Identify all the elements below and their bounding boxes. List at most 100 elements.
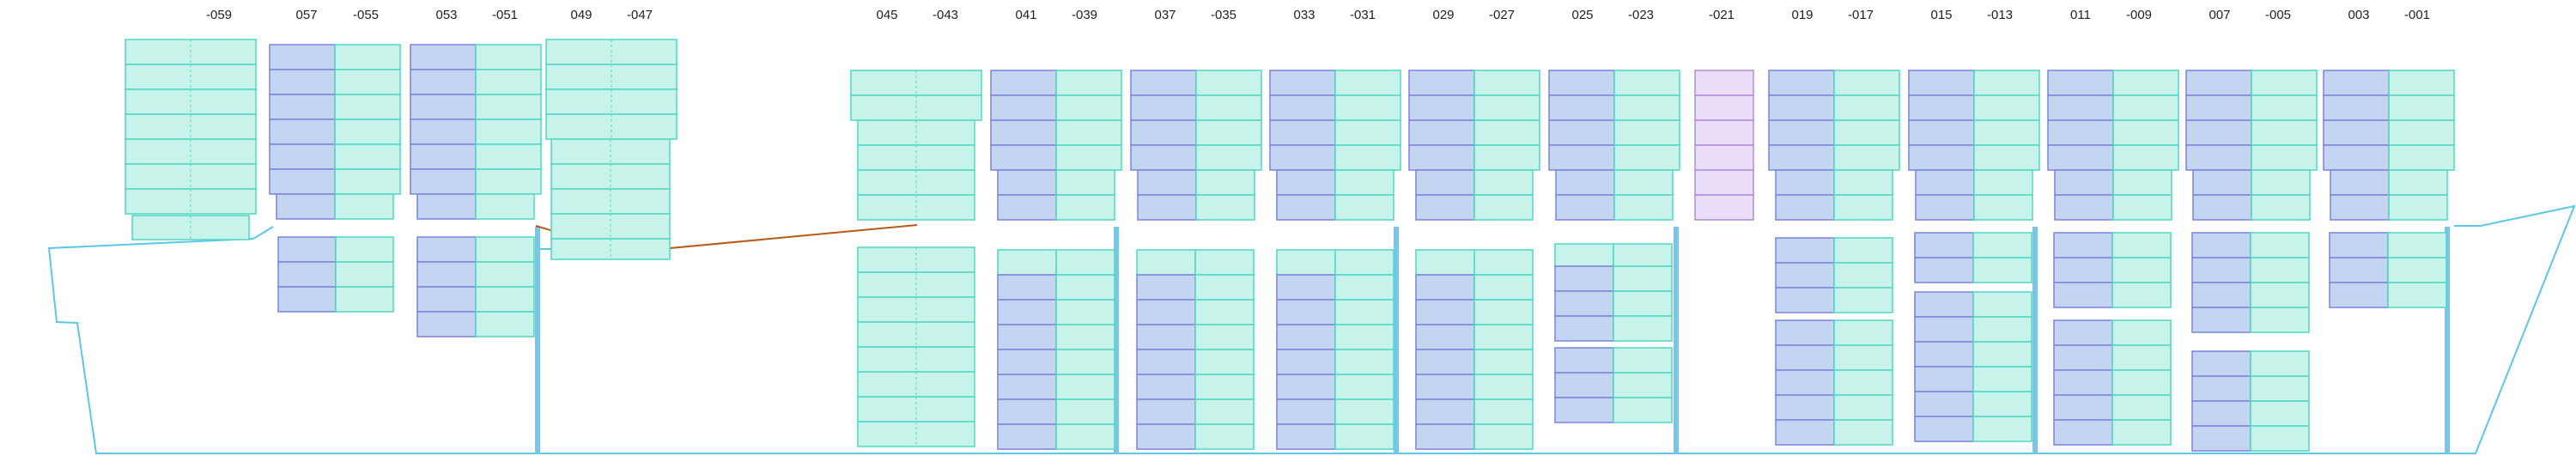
container-stack <box>277 236 394 313</box>
container-slot <box>1194 299 1255 325</box>
container-slot <box>1194 398 1255 425</box>
bay-label: 015 <box>1930 8 1952 22</box>
container-slot <box>2250 257 2310 283</box>
container-slot <box>1613 70 1680 96</box>
container-slot <box>2251 70 2318 96</box>
container-slot <box>2323 119 2390 146</box>
container-slot <box>334 168 401 195</box>
container-slot <box>1973 169 2033 196</box>
container-stack <box>1276 249 1394 450</box>
container-slot <box>2054 169 2114 196</box>
container-slot <box>2053 319 2113 346</box>
container-stack <box>416 236 535 337</box>
container-slot <box>2250 282 2310 308</box>
container-stack <box>857 119 975 221</box>
container-slot <box>475 69 542 95</box>
container-slot <box>1473 324 1534 350</box>
container-slot <box>1269 144 1336 171</box>
container-slot <box>1833 144 1900 171</box>
container-slot <box>2112 169 2172 196</box>
container-slot <box>276 193 336 220</box>
container-slot <box>1775 344 1835 371</box>
container-stack <box>2047 70 2179 171</box>
container-slot <box>2250 232 2310 258</box>
bay-label: -009 <box>2126 8 2152 22</box>
container-stack <box>2330 169 2448 221</box>
container-slot <box>1613 194 1674 221</box>
container-slot <box>1334 349 1394 375</box>
container-slot <box>2112 194 2172 221</box>
bay-label: 057 <box>295 8 317 22</box>
container-slot <box>1055 423 1115 450</box>
container-slot <box>990 144 1057 171</box>
container-slot <box>1130 119 1197 146</box>
container-slot <box>2251 119 2318 146</box>
container-slot <box>334 69 401 95</box>
container-slot <box>1408 70 1475 96</box>
container-slot <box>1768 119 1835 146</box>
container-slot <box>997 423 1057 450</box>
container-slot <box>2047 119 2114 146</box>
bay-label-row: -059 057 -055 053 -051 049 -047 045 -043 041 -039 0… <box>206 8 2430 22</box>
container-slot <box>1908 94 1975 121</box>
container-slot <box>1137 169 1197 196</box>
container-slot <box>269 94 336 120</box>
lashing-line <box>669 224 918 249</box>
container-slot <box>1613 243 1673 267</box>
container-slot <box>1833 419 1893 446</box>
container-slot <box>1554 265 1614 292</box>
container-stack <box>410 44 542 220</box>
container-slot <box>2388 169 2448 196</box>
container-slot <box>1833 94 1900 121</box>
container-stack <box>990 70 1122 171</box>
container-slot <box>1415 349 1475 375</box>
container-slot <box>2053 369 2113 396</box>
container-slot <box>2112 144 2179 171</box>
container-slot <box>2053 232 2113 258</box>
container-slot <box>2388 194 2448 221</box>
container-stack <box>1775 237 1893 313</box>
container-slot <box>1768 70 1835 96</box>
container-slot <box>1768 144 1835 171</box>
container-slot <box>1613 397 1673 423</box>
container-slot <box>2191 350 2251 377</box>
container-slot <box>1130 70 1197 96</box>
container-slot <box>1194 249 1255 276</box>
container-stack <box>997 169 1115 221</box>
container-slot <box>997 374 1057 400</box>
container-slot <box>1914 341 1974 368</box>
container-slot <box>1194 324 1255 350</box>
container-slot <box>2053 419 2113 446</box>
container-slot <box>1055 144 1122 171</box>
container-slot <box>2054 194 2114 221</box>
container-slot <box>2111 394 2172 421</box>
container-slot <box>1833 344 1893 371</box>
bay-label: 045 <box>876 8 897 22</box>
container-stack <box>1694 70 1754 221</box>
container-slot <box>277 261 337 288</box>
container-slot <box>1334 374 1394 400</box>
container-slot <box>1276 374 1336 400</box>
container-slot <box>997 324 1057 350</box>
container-stack <box>1548 70 1680 171</box>
container-stack <box>545 39 677 140</box>
bay-label: 037 <box>1154 8 1176 22</box>
container-slot <box>1269 94 1336 121</box>
container-slot <box>1415 169 1475 196</box>
bay-label: -043 <box>933 8 958 22</box>
container-slot <box>334 44 401 70</box>
container-slot <box>1613 119 1680 146</box>
container-slot <box>1334 398 1394 425</box>
container-slot <box>1334 119 1401 146</box>
container-slot <box>2191 282 2251 308</box>
container-slot <box>997 274 1057 301</box>
container-slot <box>1554 372 1614 398</box>
container-stack <box>1554 243 1673 342</box>
container-slot <box>410 119 477 145</box>
container-slot <box>1908 70 1975 96</box>
container-slot <box>1136 349 1196 375</box>
bay-label: -055 <box>353 8 379 22</box>
container-slot <box>1694 70 1754 96</box>
container-slot <box>1276 274 1336 301</box>
container-slot <box>410 44 477 70</box>
